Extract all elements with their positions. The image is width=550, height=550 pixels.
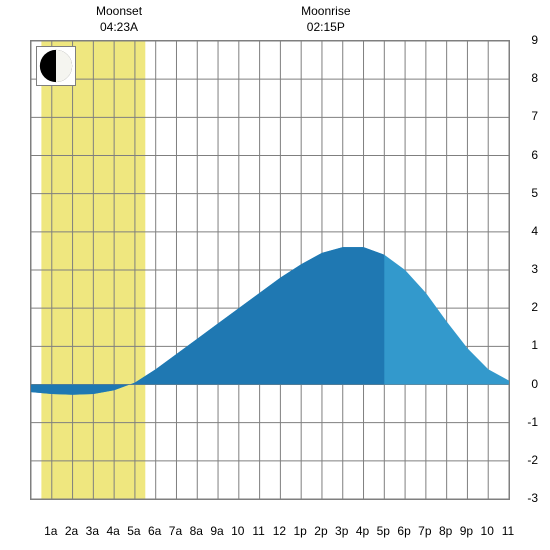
y-tick-label: -3 [527,491,538,505]
y-tick-label: 0 [531,377,538,391]
x-tick-label: 7p [418,524,431,538]
x-tick-label: 8p [439,524,452,538]
x-tick-label: 3p [335,524,348,538]
x-tick-label: 7a [169,524,182,538]
x-tick-label: 6a [148,524,161,538]
x-tick-label: 11 [252,524,264,538]
y-tick-label: 3 [531,262,538,276]
y-tick-label: 9 [531,33,538,47]
y-tick-label: -2 [527,453,538,467]
x-tick-label: 11 [502,524,514,538]
x-tick-label: 10 [231,524,244,538]
x-tick-label: 8a [190,524,203,538]
chart-plot-area [30,40,510,500]
moonset-title: Moonset [96,4,142,18]
x-tick-label: 1p [293,524,306,538]
chart-svg [31,41,509,499]
y-tick-label: 4 [531,224,538,238]
moonset-time: 04:23A [100,20,138,34]
x-tick-label: 4a [106,524,119,538]
y-tick-label: 6 [531,148,538,162]
x-tick-label: 2p [314,524,327,538]
x-tick-label: 5p [377,524,390,538]
x-tick-label: 1a [44,524,57,538]
y-tick-label: -1 [527,415,538,429]
moonrise-time: 02:15P [307,20,345,34]
x-tick-label: 10 [481,524,494,538]
x-tick-label: 12 [273,524,286,538]
x-tick-label: 3a [86,524,99,538]
y-tick-label: 1 [531,338,538,352]
moon-phase-icon [36,46,76,86]
moonrise-title: Moonrise [301,4,350,18]
tide-chart-container: Moonset 04:23A Moonrise 02:15P -3-2-1012… [0,0,550,550]
x-tick-label: 9a [210,524,223,538]
moonrise-label: Moonrise 02:15P [301,4,350,35]
x-tick-label: 2a [65,524,78,538]
x-tick-label: 5a [127,524,140,538]
x-tick-label: 4p [356,524,369,538]
moonset-label: Moonset 04:23A [96,4,142,35]
y-tick-label: 8 [531,71,538,85]
x-tick-label: 6p [397,524,410,538]
y-tick-label: 5 [531,186,538,200]
x-tick-label: 9p [460,524,473,538]
y-tick-label: 2 [531,300,538,314]
y-tick-label: 7 [531,109,538,123]
